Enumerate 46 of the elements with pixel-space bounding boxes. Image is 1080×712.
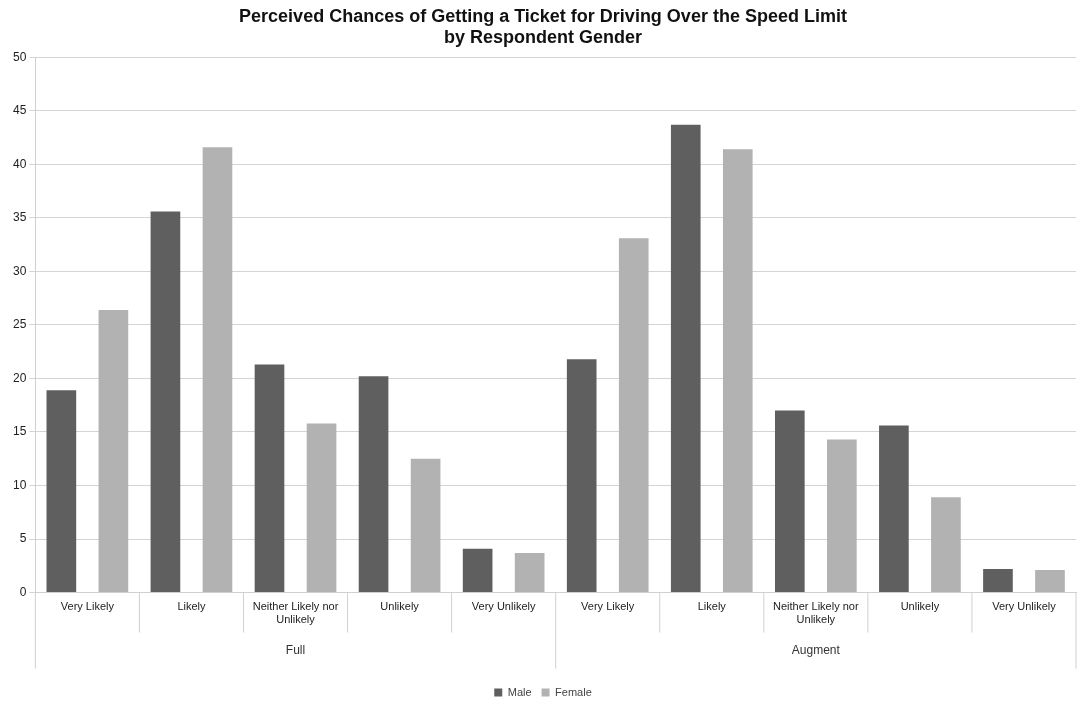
y-tick-label: 45	[12, 103, 27, 118]
bar	[670, 124, 701, 593]
x-tick-label: Very Unlikely	[992, 600, 1057, 613]
x-tick-label: Neither Likely nor Unlikely	[773, 600, 859, 626]
y-tick-label: 35	[12, 210, 27, 225]
chart-title: Perceived Chances of Getting a Ticket for Driving Over the Speed Limit by Respondent Gender	[239, 5, 847, 48]
x-tick-label: Unlikely	[380, 600, 420, 613]
bar	[202, 147, 233, 593]
bar	[879, 425, 909, 593]
x-tick-label: Unlikely	[900, 600, 940, 613]
x-tick-label: Very Likely	[60, 600, 115, 613]
y-tick-label: 25	[12, 317, 27, 332]
bar	[618, 238, 649, 593]
x-tick-label: Very Likely	[581, 600, 635, 613]
bar	[254, 364, 285, 593]
bar	[722, 149, 753, 593]
y-tick-label: 30	[12, 263, 27, 278]
bar	[514, 552, 545, 593]
bar	[98, 309, 129, 593]
text: Full	[285, 642, 306, 657]
y-tick-label: 40	[12, 156, 27, 171]
bar	[358, 376, 389, 593]
bar	[931, 497, 961, 593]
bar	[566, 359, 597, 593]
y-tick-label: 20	[12, 370, 27, 385]
y-tick-label: 15	[12, 424, 27, 439]
bar	[306, 423, 337, 593]
y-tick-label: 50	[12, 49, 27, 64]
bar	[983, 569, 1013, 593]
bar	[462, 548, 493, 593]
y-tick-label: 0	[19, 584, 27, 599]
bar	[410, 458, 441, 593]
y-tick-label: 10	[12, 477, 27, 492]
bar	[774, 410, 805, 593]
bar	[1035, 570, 1065, 593]
x-tick-label: Neither Likely nor Unlikely	[252, 600, 339, 626]
x-tick-label: Likely	[697, 600, 727, 613]
legend-label: Female	[555, 685, 592, 698]
x-tick-label: Likely	[177, 600, 207, 613]
bar	[827, 439, 857, 593]
text: Augment	[791, 642, 841, 657]
bar	[150, 211, 181, 593]
bar	[46, 390, 77, 593]
x-tick-label: Very Unlikely	[471, 600, 536, 613]
legend-label: Male	[507, 685, 532, 698]
y-tick-label: 5	[19, 531, 27, 546]
